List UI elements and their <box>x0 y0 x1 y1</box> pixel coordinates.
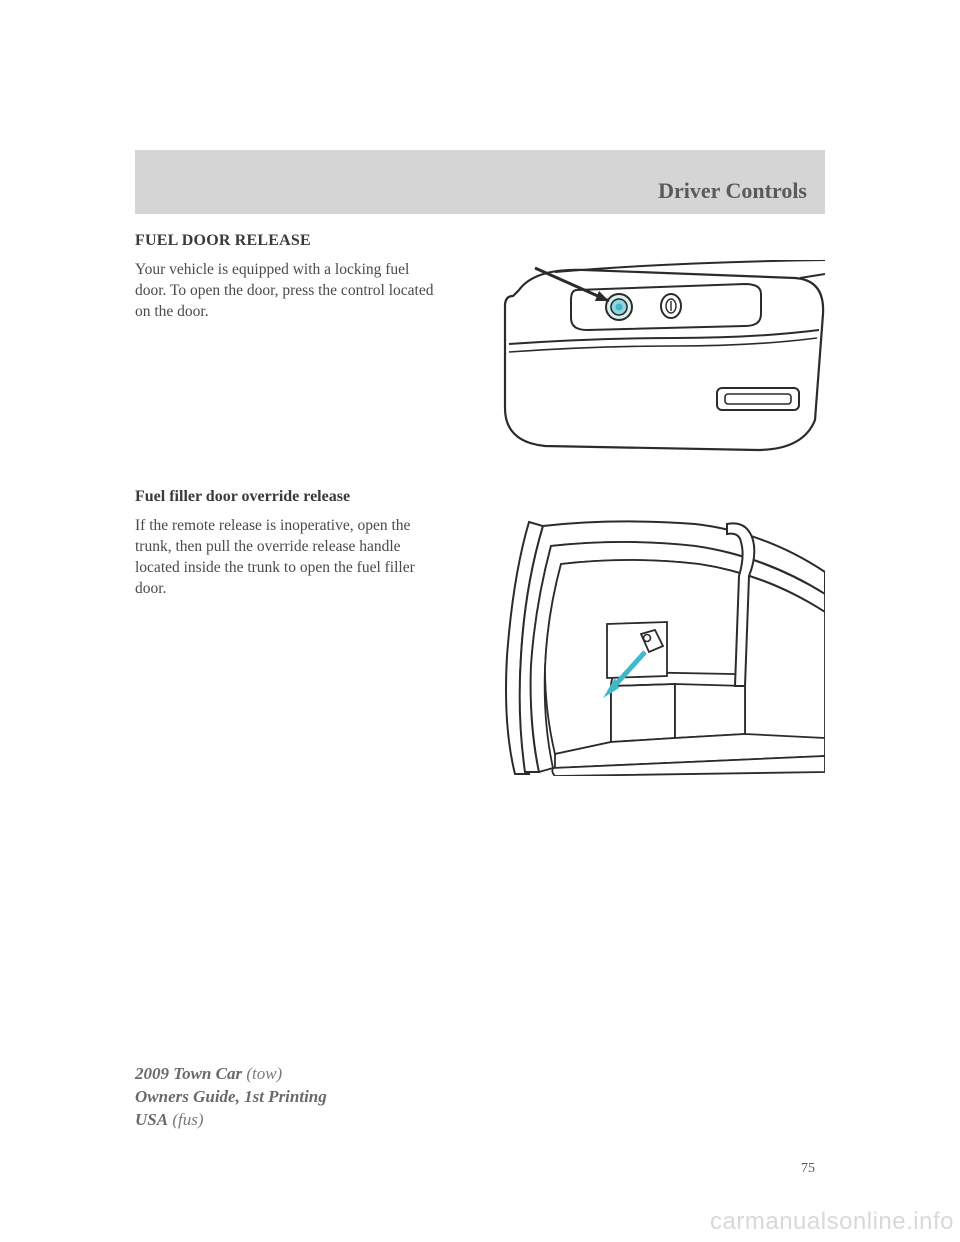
section-header-bar: Driver Controls <box>135 150 825 214</box>
page-number: 75 <box>135 1161 825 1177</box>
page-content: Driver Controls FUEL DOOR RELEASE Your v… <box>135 150 825 1177</box>
section2-body: If the remote release is inoperative, op… <box>135 516 435 600</box>
section2-heading: Fuel filler door override release <box>135 488 825 506</box>
footer-vehicle: 2009 Town Car <box>135 1064 242 1083</box>
footer-line1: 2009 Town Car (tow) <box>135 1063 327 1086</box>
fuel-door-release-illustration <box>495 260 825 460</box>
section-header-title: Driver Controls <box>658 178 807 204</box>
section1-heading: FUEL DOOR RELEASE <box>135 232 825 250</box>
override-release-illustration <box>495 516 825 781</box>
watermark: carmanualsonline.info <box>710 1208 954 1236</box>
footer-region: USA <box>135 1110 168 1129</box>
section1-figure-wrap <box>455 260 825 460</box>
section2-row: If the remote release is inoperative, op… <box>135 516 825 781</box>
footer-block: 2009 Town Car (tow) Owners Guide, 1st Pr… <box>135 1063 327 1132</box>
section1-body: Your vehicle is equipped with a locking … <box>135 260 435 323</box>
footer-line3: USA (fus) <box>135 1109 327 1132</box>
section2-figure-wrap <box>455 516 825 781</box>
footer-guide: Owners Guide, 1st Printing <box>135 1086 327 1109</box>
footer-code1: (tow) <box>246 1064 282 1083</box>
section1-row: Your vehicle is equipped with a locking … <box>135 260 825 460</box>
body-content: FUEL DOOR RELEASE Your vehicle is equipp… <box>135 214 825 1177</box>
footer-code2: (fus) <box>172 1110 203 1129</box>
